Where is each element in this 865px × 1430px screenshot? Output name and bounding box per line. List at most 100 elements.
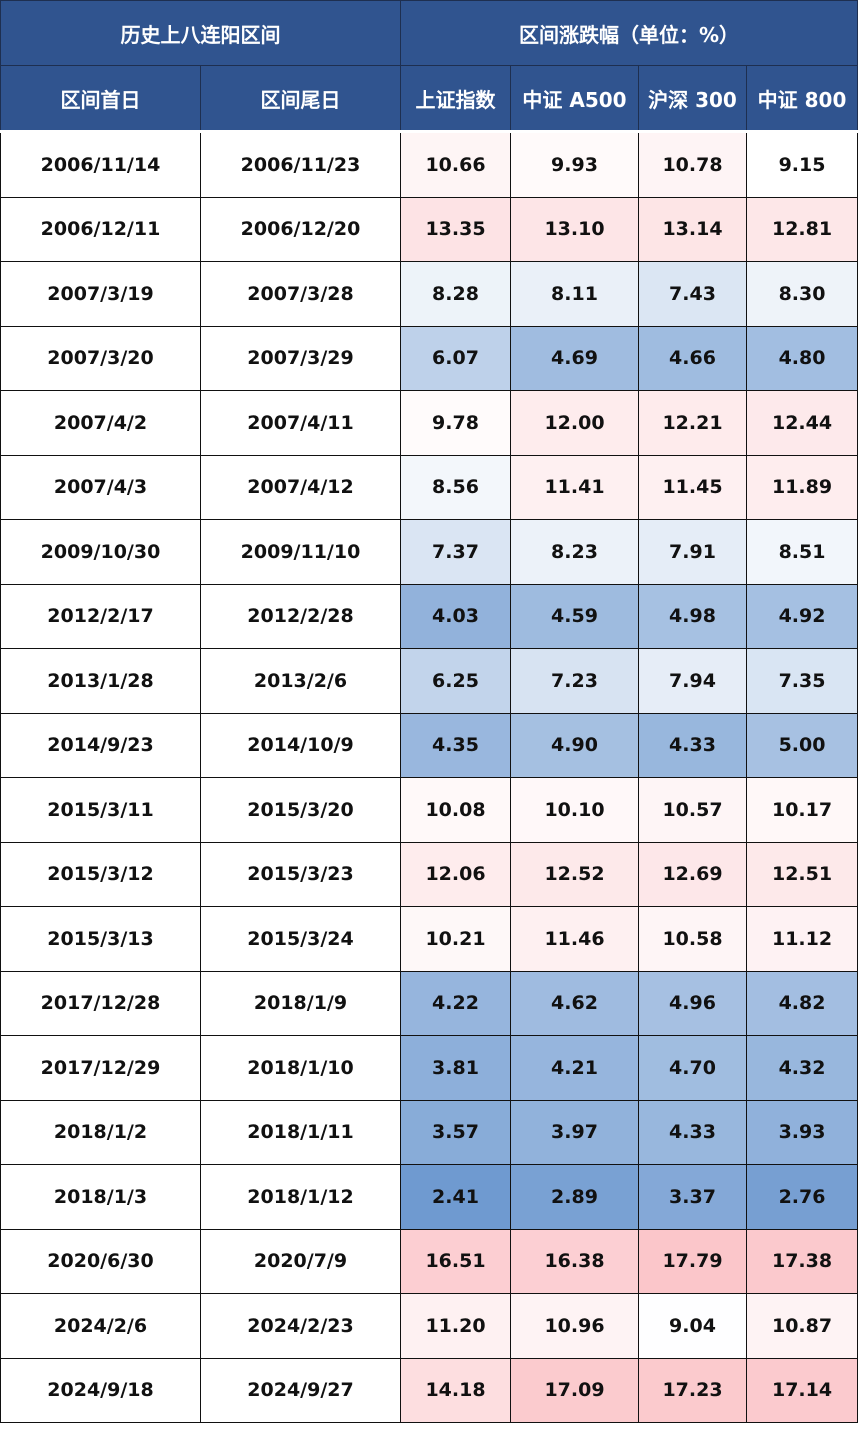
return-cell: 16.38: [510, 1228, 639, 1294]
return-cell: 12.44: [745, 390, 859, 456]
start-date-cell: 2015/3/12: [0, 841, 201, 907]
return-cell: 16.51: [400, 1228, 511, 1294]
end-date-cell: 2018/1/11: [200, 1099, 401, 1165]
return-cell: 10.21: [400, 906, 511, 972]
return-cell: 4.03: [400, 583, 511, 649]
return-cell: 8.56: [400, 454, 511, 520]
end-date-cell: 2007/4/12: [200, 454, 401, 520]
return-cell: 13.35: [400, 196, 511, 262]
start-date-cell: 2024/9/18: [0, 1357, 201, 1423]
return-cell: 7.35: [745, 648, 859, 714]
table-row: 2015/3/12 2015/3/23 12.06 12.52 12.69 12.51: [0, 841, 859, 907]
end-date-cell: 2020/7/9: [200, 1228, 401, 1294]
start-date-cell: 2017/12/28: [0, 970, 201, 1036]
table-row: 2007/3/19 2007/3/28 8.28 8.11 7.43 8.30: [0, 261, 859, 327]
end-date-cell: 2015/3/20: [200, 777, 401, 843]
return-cell: 11.89: [745, 454, 859, 520]
start-date-cell: 2015/3/11: [0, 777, 201, 843]
return-cell: 8.28: [400, 261, 511, 327]
end-date-cell: 2015/3/24: [200, 906, 401, 972]
return-cell: 4.98: [638, 583, 747, 649]
start-date-cell: 2013/1/28: [0, 648, 201, 714]
return-cell: 8.23: [510, 519, 639, 585]
return-cell: 4.22: [400, 970, 511, 1036]
return-cell: 4.33: [638, 712, 747, 778]
return-cell: 17.79: [638, 1228, 747, 1294]
column-header: 上证指数: [400, 65, 511, 133]
table-row: 2017/12/29 2018/1/10 3.81 4.21 4.70 4.32: [0, 1035, 859, 1101]
end-date-cell: 2014/10/9: [200, 712, 401, 778]
return-cell: 2.89: [510, 1164, 639, 1230]
table-row: 2013/1/28 2013/2/6 6.25 7.23 7.94 7.35: [0, 648, 859, 714]
column-header: 沪深 300: [638, 65, 747, 133]
end-date-cell: 2006/12/20: [200, 196, 401, 262]
return-cell: 9.93: [510, 131, 639, 198]
return-cell: 3.93: [745, 1099, 859, 1165]
end-date-cell: 2015/3/23: [200, 841, 401, 907]
return-cell: 4.35: [400, 712, 511, 778]
start-date-cell: 2007/3/19: [0, 261, 201, 327]
return-cell: 7.91: [638, 519, 747, 585]
end-date-cell: 2007/3/29: [200, 325, 401, 391]
return-cell: 12.69: [638, 841, 747, 907]
start-date-cell: 2007/4/2: [0, 390, 201, 456]
return-cell: 10.17: [745, 777, 859, 843]
return-cell: 3.37: [638, 1164, 747, 1230]
return-cell: 4.59: [510, 583, 639, 649]
end-date-cell: 2006/11/23: [200, 131, 401, 198]
return-cell: 4.82: [745, 970, 859, 1036]
start-date-cell: 2024/2/6: [0, 1293, 201, 1359]
return-cell: 13.10: [510, 196, 639, 262]
return-cell: 8.51: [745, 519, 859, 585]
return-cell: 5.00: [745, 712, 859, 778]
return-cell: 4.62: [510, 970, 639, 1036]
table-row: 2018/1/3 2018/1/12 2.41 2.89 3.37 2.76: [0, 1164, 859, 1230]
start-date-cell: 2006/11/14: [0, 131, 201, 198]
return-cell: 11.45: [638, 454, 747, 520]
table-row: 2009/10/30 2009/11/10 7.37 8.23 7.91 8.51: [0, 519, 859, 585]
return-cell: 3.81: [400, 1035, 511, 1101]
return-cell: 6.07: [400, 325, 511, 391]
return-cell: 12.00: [510, 390, 639, 456]
group-header-returns: 区间涨跌幅（单位：%）: [399, 0, 859, 66]
end-date-cell: 2018/1/10: [200, 1035, 401, 1101]
end-date-cell: 2018/1/9: [200, 970, 401, 1036]
return-cell: 4.90: [510, 712, 639, 778]
return-cell: 3.57: [400, 1099, 511, 1165]
return-cell: 8.11: [510, 261, 639, 327]
return-cell: 11.20: [400, 1293, 511, 1359]
return-cell: 12.21: [638, 390, 747, 456]
return-cell: 7.94: [638, 648, 747, 714]
return-cell: 17.23: [638, 1357, 747, 1423]
end-date-cell: 2009/11/10: [200, 519, 401, 585]
start-date-cell: 2015/3/13: [0, 906, 201, 972]
end-date-cell: 2012/2/28: [200, 583, 401, 649]
end-date-cell: 2007/4/11: [200, 390, 401, 456]
end-date-cell: 2013/2/6: [200, 648, 401, 714]
end-date-cell: 2007/3/28: [200, 261, 401, 327]
return-cell: 17.14: [745, 1357, 859, 1423]
table-row: 2017/12/28 2018/1/9 4.22 4.62 4.96 4.82: [0, 970, 859, 1036]
return-cell: 3.97: [510, 1099, 639, 1165]
start-date-cell: 2006/12/11: [0, 196, 201, 262]
return-cell: 4.33: [638, 1099, 747, 1165]
table-row: 2006/11/14 2006/11/23 10.66 9.93 10.78 9.15: [0, 131, 859, 198]
return-cell: 12.52: [510, 841, 639, 907]
table-row: 2012/2/17 2012/2/28 4.03 4.59 4.98 4.92: [0, 583, 859, 649]
start-date-cell: 2007/3/20: [0, 325, 201, 391]
start-date-cell: 2017/12/29: [0, 1035, 201, 1101]
table-row: 2015/3/13 2015/3/24 10.21 11.46 10.58 11.12: [0, 906, 859, 972]
table-row: 2020/6/30 2020/7/9 16.51 16.38 17.79 17.38: [0, 1228, 859, 1294]
return-cell: 12.81: [745, 196, 859, 262]
return-cell: 17.38: [745, 1228, 859, 1294]
return-cell: 11.46: [510, 906, 639, 972]
end-date-cell: 2024/9/27: [200, 1357, 401, 1423]
start-date-cell: 2007/4/3: [0, 454, 201, 520]
table-row: 2006/12/11 2006/12/20 13.35 13.10 13.14 12.81: [0, 196, 859, 262]
return-cell: 2.76: [745, 1164, 859, 1230]
start-date-cell: 2012/2/17: [0, 583, 201, 649]
return-cell: 13.14: [638, 196, 747, 262]
return-cell: 14.18: [400, 1357, 511, 1423]
return-cell: 10.66: [400, 131, 511, 198]
